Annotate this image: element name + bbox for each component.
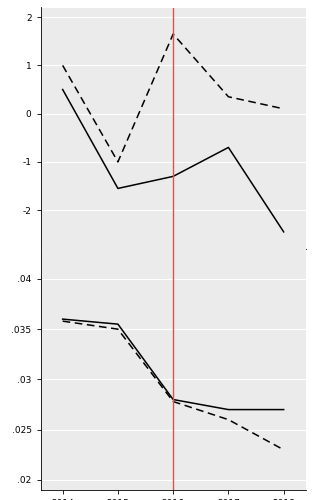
Capex (Rio firms) — [116, 326, 120, 332]
Line: Homicides growth (Rio): Homicides growth (Rio) — [63, 34, 284, 162]
Homicides growth (Sao Paulo) — [282, 229, 285, 235]
Homicides growth (Sao Paulo) — [116, 186, 120, 192]
Line: Capex (Rio firms): Capex (Rio firms) — [63, 321, 284, 450]
Homicides growth (Rio) — [171, 31, 175, 37]
X-axis label: Year: Year — [163, 270, 183, 280]
Text: (a)  Homicides: (a) Homicides — [136, 350, 211, 360]
Capex (Sao Paulo firms) — [282, 406, 285, 412]
Capex (Rio firms) — [61, 318, 65, 324]
Capex (Sao Paulo firms) — [116, 321, 120, 327]
Capex (Rio firms) — [282, 447, 285, 453]
Homicides growth (Sao Paulo) — [171, 174, 175, 180]
Line: Homicides growth (Sao Paulo): Homicides growth (Sao Paulo) — [63, 90, 284, 232]
Capex (Sao Paulo firms) — [227, 406, 230, 412]
Capex (Rio firms) — [171, 398, 175, 404]
Line: Capex (Sao Paulo firms): Capex (Sao Paulo firms) — [63, 319, 284, 410]
Homicides growth (Rio) — [282, 106, 285, 112]
Capex (Sao Paulo firms) — [171, 396, 175, 402]
Legend: Homicides growth (Sao Paulo), Homicides growth (Rio): Homicides growth (Sao Paulo), Homicides … — [49, 306, 298, 318]
Homicides growth (Rio) — [61, 62, 65, 68]
Capex (Sao Paulo firms) — [61, 316, 65, 322]
Capex (Rio firms) — [227, 416, 230, 422]
Homicides growth (Sao Paulo) — [61, 86, 65, 92]
Homicides growth (Rio) — [116, 159, 120, 165]
Homicides growth (Sao Paulo) — [227, 144, 230, 150]
Homicides growth (Rio) — [227, 94, 230, 100]
